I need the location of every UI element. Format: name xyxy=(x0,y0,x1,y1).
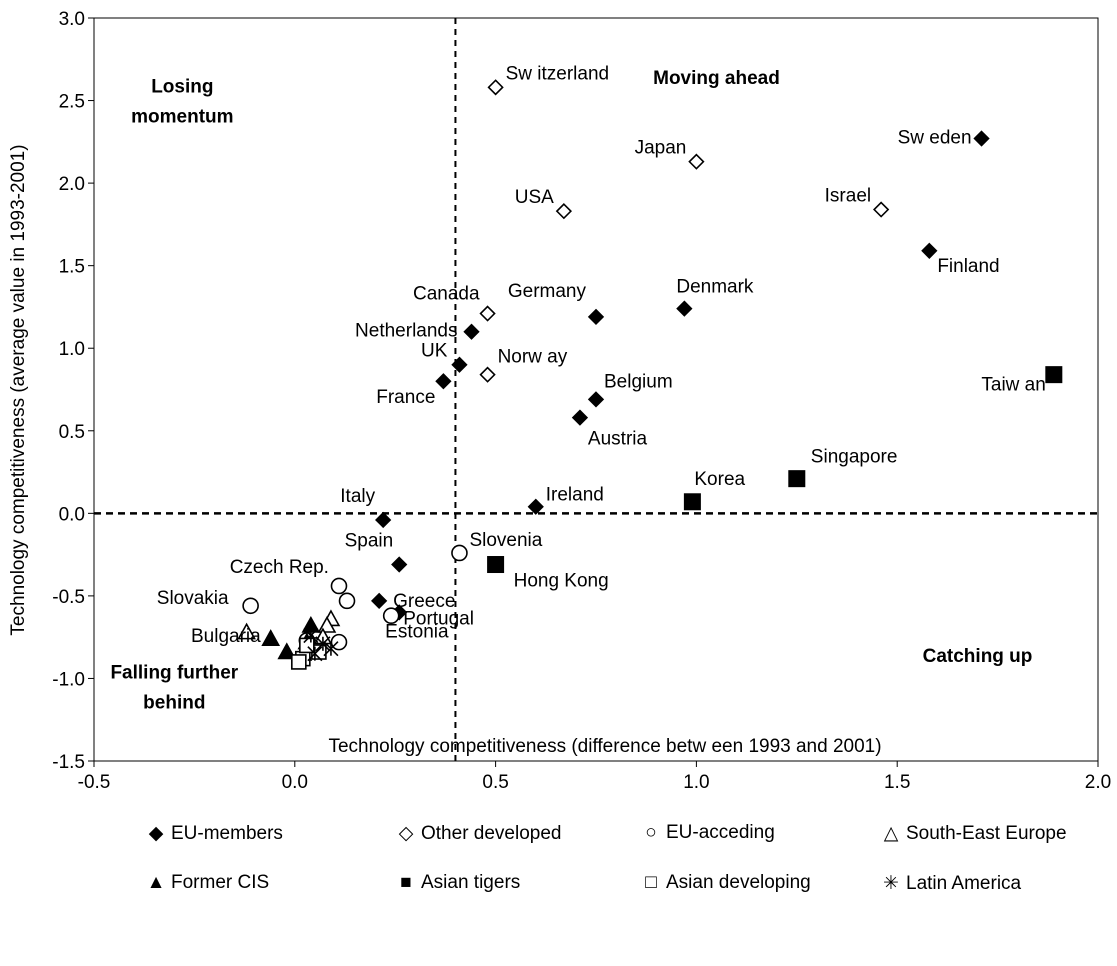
point-label: Czech Rep. xyxy=(230,557,329,578)
data-points xyxy=(237,79,1063,670)
data-point xyxy=(391,556,408,573)
data-point xyxy=(330,633,348,651)
data-point xyxy=(587,391,605,408)
point-label: UK xyxy=(421,341,448,362)
y-tick-label: -1.5 xyxy=(52,752,85,773)
data-point xyxy=(788,470,806,488)
data-point xyxy=(291,654,307,670)
data-point xyxy=(487,556,505,574)
data-point xyxy=(555,203,573,220)
point-label: Portugal xyxy=(403,608,474,629)
plot-frame xyxy=(93,17,1099,762)
quadrant-labels: Losing momentum Moving ahead Falling furthe… xyxy=(110,68,1032,713)
quadrant-label: Losing momentum xyxy=(131,76,233,127)
x-tick-label: 1.0 xyxy=(683,772,709,793)
data-point xyxy=(277,642,297,660)
point-label: Finland xyxy=(937,256,999,277)
point-label: Japan xyxy=(635,138,687,159)
y-tick-label: -0.5 xyxy=(52,587,85,608)
data-point xyxy=(338,592,356,610)
quadrant-label: Falling further behind xyxy=(110,662,238,713)
y-tick-label: -1.0 xyxy=(52,669,85,690)
point-label: Italy xyxy=(340,486,375,507)
point-label: Sw itzerland xyxy=(506,63,609,84)
x-tick-label: 0.5 xyxy=(482,772,508,793)
data-point xyxy=(973,130,990,147)
data-point xyxy=(237,622,256,640)
y-tick-label: 2.0 xyxy=(59,174,85,195)
point-label: Korea xyxy=(694,469,745,490)
point-label: Belgium xyxy=(604,371,673,392)
x-tick-label: 0.0 xyxy=(282,772,308,793)
data-point xyxy=(242,597,259,615)
data-point xyxy=(451,356,468,373)
data-point xyxy=(435,373,452,390)
x-tick-label: -0.5 xyxy=(78,772,111,793)
point-label: Germany xyxy=(508,281,587,302)
reference-lines xyxy=(94,18,1098,761)
x-tick-label: 1.5 xyxy=(884,772,910,793)
data-point xyxy=(1045,366,1063,384)
data-point xyxy=(451,544,468,562)
series-other-developed xyxy=(479,79,890,383)
data-point xyxy=(382,607,400,625)
point-label: Bulgaria xyxy=(191,626,261,647)
axes: -0.5 0.0 0.5 1.0 1.5 2.0 -1.5 -1.0 -0.5 0.0 0.5 1.0… xyxy=(52,9,1111,793)
quadrant-label: Catching up xyxy=(923,646,1033,667)
x-axis-label: Technology competitiveness (difference b… xyxy=(328,736,881,757)
data-point xyxy=(375,511,392,529)
data-point xyxy=(371,592,388,609)
point-labels: Sw edenFinlandDenmarkGermanyNetherlandsU… xyxy=(157,63,1046,646)
data-point xyxy=(683,493,701,511)
point-label: Canada xyxy=(413,284,480,305)
data-point xyxy=(463,323,480,340)
y-tick-label: 1.5 xyxy=(59,257,85,278)
data-point xyxy=(527,498,544,515)
plot-area xyxy=(93,17,1099,762)
y-tick-label: 0.0 xyxy=(59,504,85,525)
data-point xyxy=(921,242,938,259)
x-tick-label: 2.0 xyxy=(1085,772,1111,793)
series-asian-tigers xyxy=(487,366,1063,574)
data-point xyxy=(479,305,496,322)
point-label: Greece xyxy=(393,591,455,612)
point-label: Sw eden xyxy=(898,128,972,149)
point-label: Singapore xyxy=(811,447,898,468)
data-point xyxy=(307,646,323,662)
data-point xyxy=(323,641,339,657)
point-label: Ireland xyxy=(546,485,604,506)
point-label: Taiw an xyxy=(981,375,1045,396)
point-label: France xyxy=(376,387,435,408)
data-point xyxy=(587,308,605,325)
y-tick-label: 3.0 xyxy=(59,9,85,30)
data-point xyxy=(315,636,331,652)
quadrant-label: Moving ahead xyxy=(653,68,780,89)
point-label: Netherlands xyxy=(355,321,457,342)
y-tick-label: 2.5 xyxy=(59,92,85,113)
point-label: Hong Kong xyxy=(514,571,609,592)
point-label: Estonia xyxy=(385,622,449,643)
data-point xyxy=(330,577,348,595)
point-label: Slovakia xyxy=(157,588,229,609)
y-axis-label: Technology competitiveness (average valu… xyxy=(8,144,29,635)
point-label: Denmark xyxy=(676,277,754,298)
point-label: Israel xyxy=(825,186,871,207)
data-point xyxy=(571,409,589,426)
data-point xyxy=(303,627,319,644)
data-point xyxy=(688,153,705,170)
data-point xyxy=(676,300,693,317)
y-tick-label: 1.0 xyxy=(59,339,85,360)
point-label: Austria xyxy=(588,429,648,450)
point-label: Spain xyxy=(345,531,394,552)
series-latin-america xyxy=(303,627,339,662)
y-tick-label: 0.5 xyxy=(59,422,85,443)
data-point xyxy=(479,366,496,383)
point-label: Slovenia xyxy=(469,530,542,551)
data-point xyxy=(873,201,890,218)
point-label: USA xyxy=(515,187,554,208)
data-point xyxy=(261,629,281,647)
point-label: Norw ay xyxy=(498,347,568,368)
data-point xyxy=(487,79,504,96)
